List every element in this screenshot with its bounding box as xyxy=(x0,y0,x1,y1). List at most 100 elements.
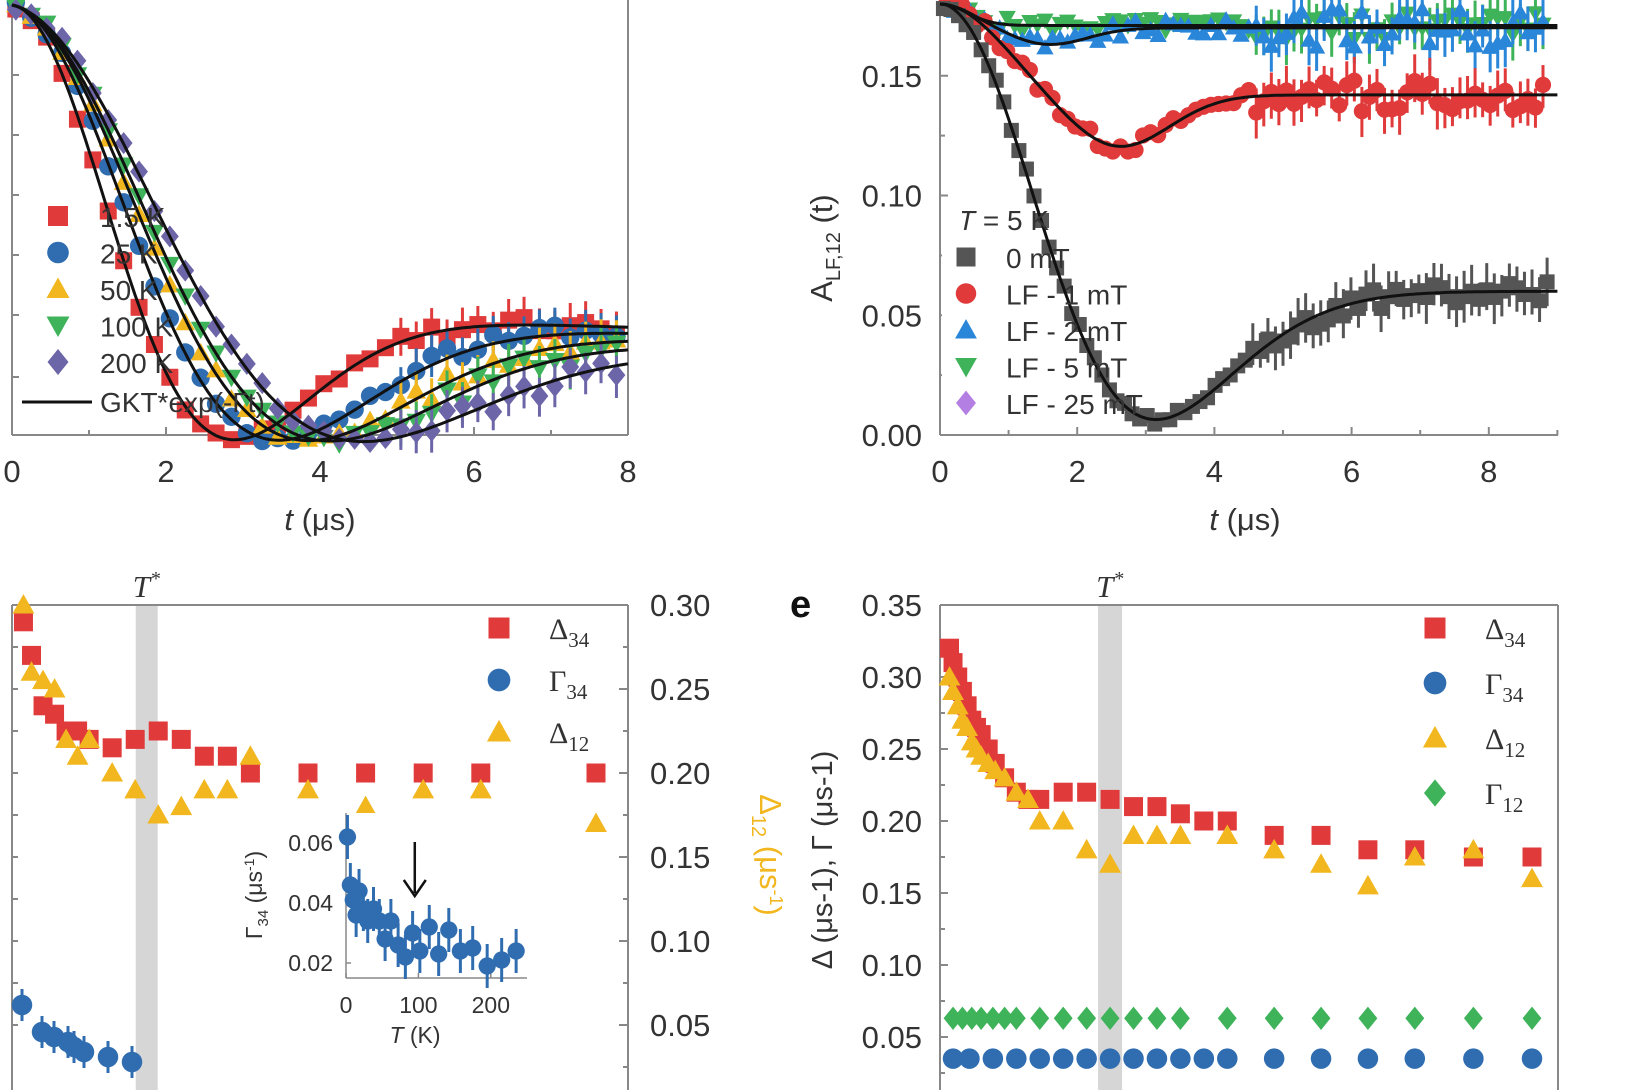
data-point xyxy=(101,762,124,782)
legend-label-2-sub: 12 xyxy=(1504,738,1525,762)
data-point xyxy=(1270,28,1288,45)
data-point xyxy=(1534,76,1552,93)
data-point xyxy=(1194,24,1213,41)
data-point xyxy=(1277,24,1296,40)
data-point xyxy=(1123,1048,1144,1069)
data-point xyxy=(298,763,318,783)
data-point xyxy=(1358,1006,1378,1030)
inset-y-label-sup: -1 xyxy=(241,858,257,871)
data-point xyxy=(998,10,1016,27)
legend-label-100-K: 100 K xyxy=(100,312,173,343)
marker-label-T: T xyxy=(1096,569,1116,604)
y-tick-label-0.00: 0.00 xyxy=(862,418,922,453)
data-point xyxy=(1217,811,1237,831)
legend-fit-label: GKT*exp(-Γt) xyxy=(100,387,265,418)
legend-marker-0 xyxy=(1424,617,1446,639)
data-point xyxy=(453,321,471,339)
data-point xyxy=(942,1048,964,1069)
y2-tick-label-0.20: 0.20 xyxy=(650,756,710,791)
data-point xyxy=(1005,781,1028,801)
data-point xyxy=(1099,853,1122,873)
data-point xyxy=(469,778,492,799)
data-point xyxy=(1421,75,1438,92)
y2-tick-label-0.15: 0.15 xyxy=(650,840,710,875)
data-point xyxy=(78,728,101,748)
data-point xyxy=(1532,293,1548,309)
x-axis-label: t (μs) xyxy=(284,502,355,537)
inset-data-point xyxy=(430,945,448,963)
data-point xyxy=(237,352,256,375)
inset-x-tick-label-1: 100 xyxy=(399,992,437,1018)
data-point xyxy=(1052,810,1075,830)
transition-band xyxy=(135,605,158,1090)
data-point xyxy=(268,397,287,420)
series-Δ34 xyxy=(940,638,1542,867)
data-point xyxy=(1346,72,1363,89)
inset-x-tick-label-2: 200 xyxy=(472,992,510,1018)
y-tick-label-0.25: 0.25 xyxy=(862,732,922,767)
data-point xyxy=(1413,0,1431,17)
data-point xyxy=(943,653,963,673)
legend-label-0: 0 mT xyxy=(1006,243,1070,274)
legend-label-2-sym: Δ xyxy=(549,717,568,750)
legend-label-1: Γ34 xyxy=(549,665,588,704)
data-point xyxy=(97,1046,119,1068)
data-point xyxy=(1263,838,1286,859)
legend: 1.5 K 25 K 50 K 100 K 200 K GKT*exp(-Γt) xyxy=(22,202,265,418)
inset-data-point xyxy=(403,924,422,942)
data-point xyxy=(1458,25,1477,41)
legend-label-1-sub: 34 xyxy=(566,680,588,704)
series-LF---1-mT xyxy=(938,0,1552,160)
data-point xyxy=(1030,1006,1050,1030)
data-point xyxy=(1496,31,1514,48)
inset-data-point xyxy=(478,957,496,975)
inset-arrow-head xyxy=(402,879,427,899)
x-tick-label-4: 4 xyxy=(311,454,328,489)
panel-letter: e xyxy=(790,584,811,626)
inset-y-label-close: ) xyxy=(241,851,267,859)
data-point xyxy=(1353,103,1370,120)
data-point xyxy=(1338,31,1356,48)
x-tick-label-2: 2 xyxy=(1069,454,1086,489)
data-point xyxy=(1076,1048,1097,1069)
legend-marker-0 xyxy=(488,617,510,639)
data-point xyxy=(43,678,66,698)
data-point xyxy=(1006,19,1024,35)
x-tick-label-6: 6 xyxy=(1343,454,1360,489)
data-point xyxy=(13,612,33,632)
data-point xyxy=(1237,352,1253,368)
y-tick-label-0.35: 0.35 xyxy=(862,588,922,623)
data-point xyxy=(1217,1006,1237,1030)
fit-line-1 xyxy=(939,2,1558,148)
legend-marker-1 xyxy=(955,283,977,304)
y2-tick-label-0.25: 0.25 xyxy=(650,672,710,707)
data-point xyxy=(121,1051,143,1073)
fit-line-2 xyxy=(939,2,1558,47)
y-tick-label-0.15: 0.15 xyxy=(862,876,922,911)
inset-data-point xyxy=(493,951,511,969)
y-tick-label-0.15: 0.15 xyxy=(862,59,922,94)
data-point xyxy=(1375,35,1394,51)
data-point xyxy=(1527,99,1544,116)
inset-x-tick-label-0: 0 xyxy=(340,992,353,1018)
data-point xyxy=(375,417,396,435)
data-point xyxy=(1330,1,1348,17)
data-point xyxy=(391,418,410,441)
data-point xyxy=(1403,846,1426,866)
data-point xyxy=(1335,308,1351,324)
data-point xyxy=(148,721,168,741)
data-point xyxy=(1147,797,1167,817)
x-tick-label-8: 8 xyxy=(1480,454,1497,489)
data-point xyxy=(1077,782,1097,802)
data-point xyxy=(1331,97,1348,114)
x-tick-label-0: 0 xyxy=(3,454,20,489)
inset-y-label-tail: (μs xyxy=(241,871,267,910)
data-point xyxy=(1100,789,1120,809)
data-point xyxy=(125,729,145,749)
legend-label-4: LF - 25 mT xyxy=(1006,389,1143,420)
y-axis-label: Δ (μs-1), Γ (μs-1) xyxy=(807,751,839,970)
data-point xyxy=(1111,14,1130,30)
x-axis-label-unit: (μs) xyxy=(1218,502,1281,537)
